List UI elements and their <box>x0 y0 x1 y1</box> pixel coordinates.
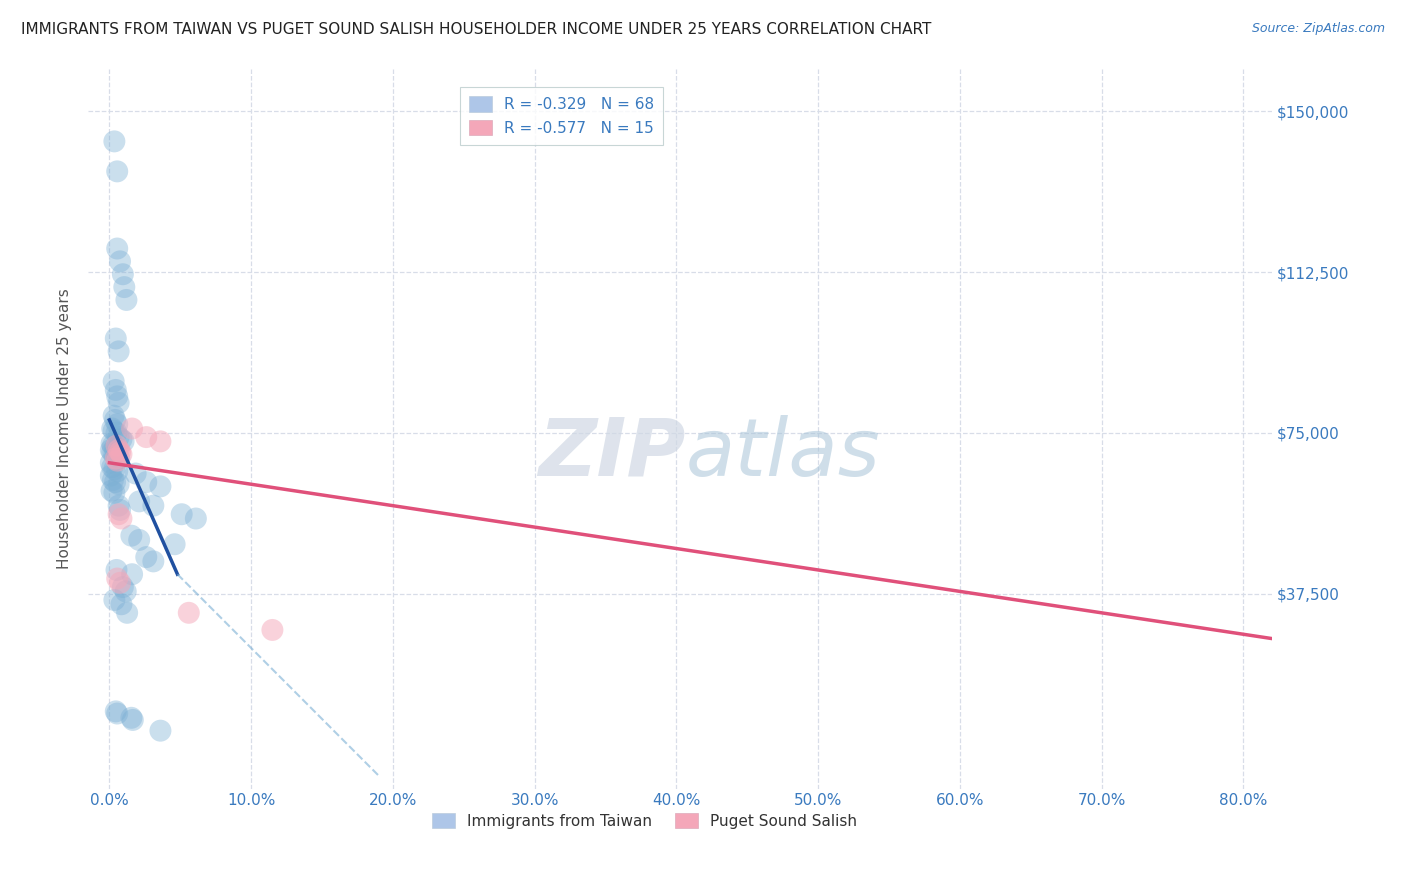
Point <box>104 705 127 719</box>
Point <box>100 468 122 483</box>
Point <box>104 441 127 455</box>
Point <box>101 445 124 459</box>
Point <box>108 451 131 466</box>
Point <box>105 425 128 440</box>
Point <box>104 332 127 346</box>
Point <box>135 475 157 489</box>
Point <box>262 623 284 637</box>
Point <box>110 511 132 525</box>
Point <box>149 723 172 738</box>
Point <box>107 499 129 513</box>
Point <box>184 511 207 525</box>
Point <box>103 409 125 423</box>
Point <box>103 485 125 500</box>
Point <box>112 280 135 294</box>
Point <box>104 475 127 489</box>
Point <box>100 436 122 450</box>
Point <box>121 713 143 727</box>
Point <box>108 254 131 268</box>
Text: Source: ZipAtlas.com: Source: ZipAtlas.com <box>1251 22 1385 36</box>
Point <box>105 464 128 478</box>
Point <box>105 417 128 432</box>
Point <box>163 537 186 551</box>
Point <box>107 442 129 457</box>
Point <box>108 445 131 459</box>
Point <box>120 711 142 725</box>
Point <box>105 706 128 721</box>
Text: IMMIGRANTS FROM TAIWAN VS PUGET SOUND SALISH HOUSEHOLDER INCOME UNDER 25 YEARS C: IMMIGRANTS FROM TAIWAN VS PUGET SOUND SA… <box>21 22 931 37</box>
Point <box>128 494 150 508</box>
Point <box>103 462 125 476</box>
Point <box>101 473 124 487</box>
Point <box>170 507 193 521</box>
Point <box>135 550 157 565</box>
Y-axis label: Householder Income Under 25 years: Householder Income Under 25 years <box>58 288 72 569</box>
Point <box>105 389 128 403</box>
Point <box>110 432 132 446</box>
Point <box>105 453 128 467</box>
Point <box>121 421 143 435</box>
Point <box>149 434 172 449</box>
Point <box>105 439 128 453</box>
Point <box>100 483 122 498</box>
Point <box>107 430 129 444</box>
Point <box>105 563 128 577</box>
Point <box>101 439 124 453</box>
Point <box>105 572 128 586</box>
Point <box>101 421 124 435</box>
Point <box>111 580 134 594</box>
Point <box>103 375 125 389</box>
Point <box>120 529 142 543</box>
Point <box>107 396 129 410</box>
Point <box>111 267 134 281</box>
Point <box>107 477 129 491</box>
Point <box>115 293 138 307</box>
Point <box>115 606 138 620</box>
Point <box>100 456 122 470</box>
Point <box>105 450 128 464</box>
Point <box>108 575 131 590</box>
Point <box>142 499 165 513</box>
Point <box>135 430 157 444</box>
Point <box>110 447 132 461</box>
Point <box>114 584 136 599</box>
Point <box>128 533 150 547</box>
Point <box>142 554 165 568</box>
Point <box>103 134 125 148</box>
Point <box>104 383 127 397</box>
Point <box>105 164 128 178</box>
Point <box>101 460 124 475</box>
Point <box>104 451 127 466</box>
Point <box>149 479 172 493</box>
Point <box>124 467 146 481</box>
Point <box>103 424 125 438</box>
Point <box>107 507 129 521</box>
Legend: Immigrants from Taiwan, Puget Sound Salish: Immigrants from Taiwan, Puget Sound Sali… <box>426 806 863 835</box>
Point <box>177 606 200 620</box>
Text: ZIP: ZIP <box>538 415 686 492</box>
Point <box>103 593 125 607</box>
Point <box>104 413 127 427</box>
Point <box>110 597 132 611</box>
Point <box>107 344 129 359</box>
Point <box>105 242 128 256</box>
Text: atlas: atlas <box>686 415 880 492</box>
Point <box>103 447 125 461</box>
Point <box>121 567 143 582</box>
Point <box>108 503 131 517</box>
Point <box>112 434 135 449</box>
Point <box>100 442 122 457</box>
